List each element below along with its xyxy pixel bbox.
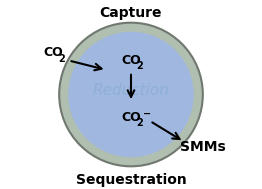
Circle shape bbox=[59, 23, 203, 166]
Text: 2: 2 bbox=[136, 61, 143, 71]
Text: Reduction: Reduction bbox=[92, 83, 170, 98]
Circle shape bbox=[69, 32, 193, 157]
Text: −: − bbox=[143, 108, 151, 118]
Text: SMMs: SMMs bbox=[180, 140, 226, 154]
Text: CO: CO bbox=[44, 46, 63, 59]
Text: 2: 2 bbox=[136, 118, 143, 128]
Text: Capture: Capture bbox=[100, 6, 162, 20]
Text: CO: CO bbox=[121, 111, 141, 124]
Text: Sequestration: Sequestration bbox=[76, 173, 186, 187]
Text: CO: CO bbox=[121, 54, 141, 67]
Text: 2: 2 bbox=[59, 54, 66, 64]
